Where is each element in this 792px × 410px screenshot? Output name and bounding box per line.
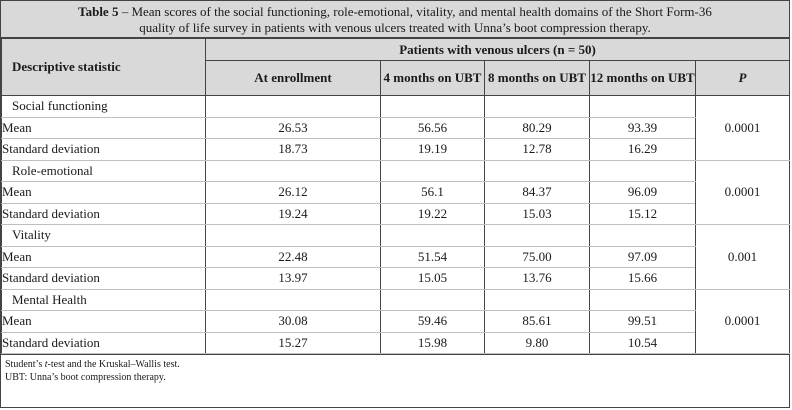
sd-row: Standard deviation 15.27 15.98 9.80 10.54: [1, 331, 790, 354]
value-cell: 26.12: [205, 181, 381, 204]
value-cell: 15.12: [589, 202, 696, 225]
domain-row: Mental Health 0.0001: [1, 288, 791, 354]
header-col-p: P: [694, 60, 791, 96]
empty-cell: [205, 159, 381, 182]
footnote-1-pre: Student’s: [5, 359, 45, 370]
statistic-label: Standard deviation: [1, 138, 206, 161]
empty-cell: [589, 159, 696, 182]
empty-cell: [589, 224, 696, 247]
value-cell: 75.00: [484, 245, 590, 268]
empty-cell: [484, 159, 590, 182]
p-value: 0.0001: [694, 288, 791, 354]
domain-row: Role-emotional 0.0001: [1, 159, 791, 225]
value-cell: 56.56: [380, 116, 485, 139]
mean-row: Mean 26.12 56.1 84.37 96.09: [1, 181, 790, 204]
empty-cell: [484, 288, 590, 311]
table-footnotes: Student’s t-test and the Kruskal–Wallis …: [1, 354, 789, 384]
statistic-label: Mean: [1, 310, 206, 333]
domain-label: Vitality: [1, 224, 206, 247]
value-cell: 51.54: [380, 245, 485, 268]
value-cell: 15.03: [484, 202, 590, 225]
footnote-ubt-definition: UBT: Unna’s boot compression therapy.: [5, 372, 166, 383]
header-col-12-months: 12 months on UBT: [589, 60, 696, 96]
value-cell: 59.46: [380, 310, 485, 333]
empty-cell: [205, 95, 381, 118]
empty-cell: [484, 95, 590, 118]
value-cell: 15.98: [380, 331, 485, 354]
mean-row: Mean 26.53 56.56 80.29 93.39: [1, 116, 790, 139]
empty-cell: [205, 224, 381, 247]
header-patient-group: Patients with venous ulcers (n = 50): [204, 38, 791, 61]
value-cell: 96.09: [589, 181, 696, 204]
empty-cell: [589, 288, 696, 311]
table-caption: Table 5 – Mean scores of the social func…: [1, 1, 789, 38]
value-cell: 99.51: [589, 310, 696, 333]
value-cell: 85.61: [484, 310, 590, 333]
empty-cell: [205, 288, 381, 311]
value-cell: 10.54: [589, 331, 696, 354]
domain-label: Social functioning: [1, 95, 206, 118]
value-cell: 18.73: [205, 138, 381, 161]
domain-label: Role-emotional: [1, 159, 206, 182]
value-cell: 15.27: [205, 331, 381, 354]
domain-row: Vitality 0.001: [1, 224, 791, 290]
statistic-label: Mean: [1, 116, 206, 139]
caption-text: – Mean scores of the social functioning,…: [118, 4, 712, 35]
value-cell: 56.1: [380, 181, 485, 204]
value-cell: 19.19: [380, 138, 485, 161]
data-table: Descriptive statistic Patients with veno…: [1, 38, 791, 354]
header-col-8-months: 8 months on UBT: [484, 60, 590, 96]
header-col-enrollment: At enrollment: [205, 60, 381, 96]
empty-cell: [380, 224, 485, 247]
sd-row: Standard deviation 13.97 15.05 13.76 15.66: [1, 267, 790, 290]
p-value: 0.0001: [694, 159, 791, 225]
domain-label: Mental Health: [1, 288, 206, 311]
value-cell: 16.29: [589, 138, 696, 161]
empty-cell: [380, 159, 485, 182]
footnote-1-italic: t: [44, 359, 48, 370]
p-value: 0.001: [694, 224, 791, 290]
statistic-label: Standard deviation: [1, 202, 206, 225]
mean-row: Mean 30.08 59.46 85.61 99.51: [1, 310, 790, 333]
value-cell: 80.29: [484, 116, 590, 139]
value-cell: 15.66: [589, 267, 696, 290]
empty-cell: [380, 288, 485, 311]
statistic-label: Standard deviation: [1, 331, 206, 354]
value-cell: 12.78: [484, 138, 590, 161]
value-cell: 13.97: [205, 267, 381, 290]
mean-row: Mean 22.48 51.54 75.00 97.09: [1, 245, 790, 268]
value-cell: 26.53: [205, 116, 381, 139]
domain-row: Social functioning 0.0001: [1, 95, 791, 161]
value-cell: 15.05: [380, 267, 485, 290]
value-cell: 9.80: [484, 331, 590, 354]
value-cell: 22.48: [205, 245, 381, 268]
value-cell: 97.09: [589, 245, 696, 268]
table-body: Social functioning 0.0001 Mean 26.53 56.56 80…: [1, 95, 791, 354]
sd-row: Standard deviation 18.73 19.19 12.78 16.29: [1, 138, 790, 161]
empty-cell: [589, 95, 696, 118]
statistic-label: Mean: [1, 245, 206, 268]
empty-cell: [484, 224, 590, 247]
value-cell: 93.39: [589, 116, 696, 139]
statistic-label: Mean: [1, 181, 206, 204]
header-descriptive-statistic: Descriptive statistic: [1, 38, 206, 96]
value-cell: 19.22: [380, 202, 485, 225]
header-col-4-months: 4 months on UBT: [380, 60, 485, 96]
value-cell: 13.76: [484, 267, 590, 290]
value-cell: 30.08: [205, 310, 381, 333]
footnote-statistical-tests: Student’s t-test and the Kruskal–Wallis …: [5, 358, 789, 371]
sd-row: Standard deviation 19.24 19.22 15.03 15.12: [1, 202, 790, 225]
caption-label: Table 5: [78, 4, 119, 19]
statistic-label: Standard deviation: [1, 267, 206, 290]
value-cell: 19.24: [205, 202, 381, 225]
value-cell: 84.37: [484, 181, 590, 204]
p-value: 0.0001: [694, 95, 791, 161]
empty-cell: [380, 95, 485, 118]
footnote-1-post: -test and the Kruskal–Wallis test.: [47, 359, 180, 370]
